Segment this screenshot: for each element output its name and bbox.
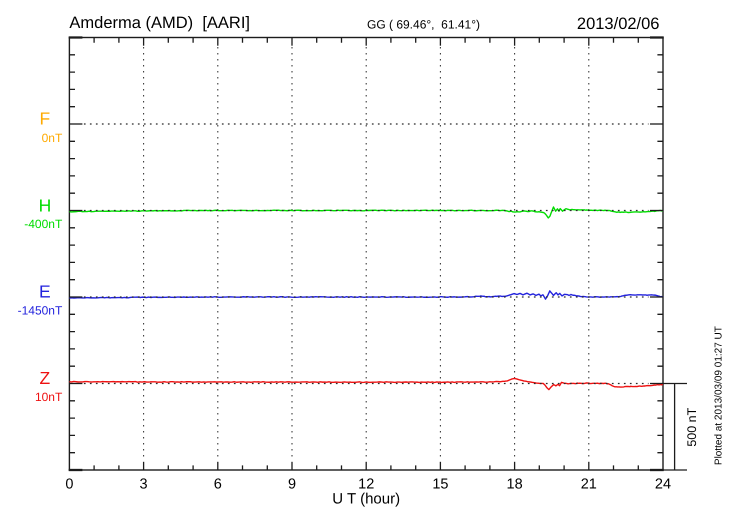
svg-text:500 nT: 500 nT [685,407,699,446]
svg-text:E: E [39,281,51,301]
svg-text:21: 21 [581,476,597,492]
svg-text:U T (hour): U T (hour) [332,491,400,508]
svg-text:GG ( 69.46°, 61.41°): GG ( 69.46°, 61.41°) [367,18,480,32]
svg-text:6: 6 [214,476,222,492]
svg-text:Z: Z [40,368,51,388]
svg-text:9: 9 [288,476,296,492]
svg-text:Plotted at 2013/03/09 01:27 UT: Plotted at 2013/03/09 01:27 UT [714,326,725,465]
svg-text:-1450nT: -1450nT [18,304,63,318]
svg-text:-400nT: -400nT [24,217,63,231]
svg-text:0nT: 0nT [42,131,63,145]
svg-text:Amderma (AMD) [AARI]: Amderma (AMD) [AARI] [69,14,250,32]
svg-text:2013/02/06: 2013/02/06 [577,15,660,33]
svg-text:10nT: 10nT [35,390,63,404]
svg-text:0: 0 [65,476,73,492]
svg-text:F: F [40,108,51,128]
svg-text:18: 18 [507,476,523,492]
svg-text:15: 15 [432,476,448,492]
svg-text:3: 3 [140,476,148,492]
svg-text:H: H [39,195,52,215]
svg-text:24: 24 [655,476,671,492]
svg-text:12: 12 [358,476,374,492]
